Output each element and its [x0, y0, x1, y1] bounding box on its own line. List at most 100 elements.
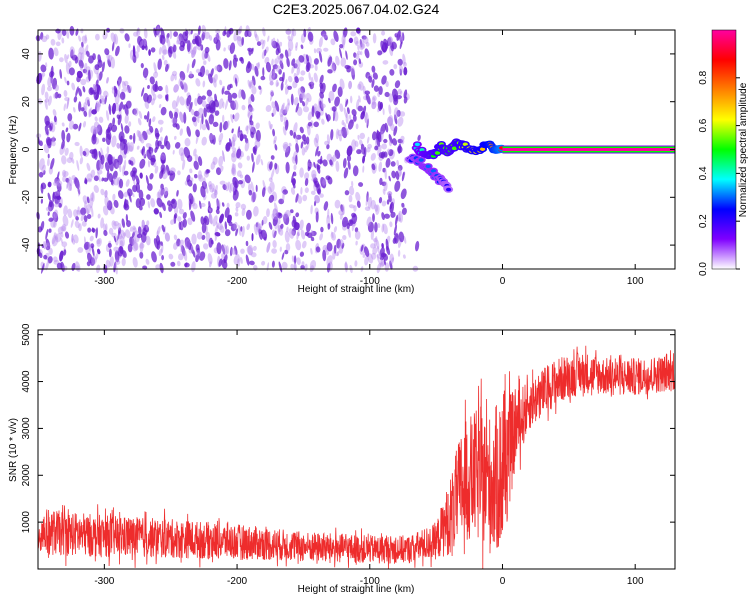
noise-speck [307, 111, 313, 121]
noise-speck [214, 65, 220, 71]
noise-speck [230, 248, 237, 255]
noise-speck [119, 91, 126, 100]
noise-speck [171, 100, 177, 110]
noise-speck [90, 205, 94, 218]
noise-speck [156, 226, 161, 236]
noise-speck [190, 108, 195, 116]
noise-speck [41, 83, 46, 96]
noise-speck [214, 235, 218, 241]
noise-speck [251, 63, 255, 71]
noise-speck [381, 223, 385, 233]
noise-speck [331, 106, 337, 112]
noise-speck [317, 188, 322, 195]
noise-speck [244, 29, 250, 38]
noise-speck [299, 219, 304, 231]
noise-speck [158, 46, 162, 55]
noise-speck [197, 156, 203, 167]
noise-speck [128, 43, 131, 48]
noise-speck [221, 253, 226, 260]
noise-speck [340, 57, 347, 67]
colorbar-tick-label: 0.0 [698, 262, 709, 276]
noise-speck [278, 227, 282, 232]
noise-speck [381, 42, 388, 53]
noise-speck [366, 136, 370, 144]
noise-speck [285, 102, 290, 114]
noise-speck [378, 197, 383, 204]
noise-speck [160, 144, 165, 150]
snr-y-tick-label: 3000 [21, 417, 32, 440]
noise-speck [279, 108, 284, 118]
noise-speck [285, 161, 290, 174]
noise-speck [313, 137, 319, 148]
noise-speck [136, 27, 140, 34]
noise-speck [209, 261, 212, 268]
noise-speck [43, 254, 48, 260]
noise-speck [132, 241, 138, 252]
noise-speck [45, 228, 49, 240]
noise-speck [178, 147, 185, 156]
noise-speck [266, 262, 270, 271]
noise-speck [57, 93, 62, 99]
noise-speck [45, 238, 51, 250]
noise-speck [397, 116, 404, 127]
noise-speck [84, 62, 88, 70]
noise-speck [301, 147, 306, 156]
spectrogram-x-tick-label: -100 [360, 276, 380, 287]
noise-speck [279, 53, 284, 59]
noise-speck [166, 33, 170, 39]
noise-speck [190, 30, 193, 35]
noise-speck [237, 258, 241, 267]
noise-speck [48, 228, 52, 233]
noise-speck [370, 229, 375, 241]
noise-speck [164, 232, 170, 242]
noise-speck [133, 107, 139, 117]
noise-speck [188, 28, 191, 36]
noise-speck [389, 203, 393, 210]
noise-speck [102, 31, 108, 40]
noise-speck [291, 156, 296, 164]
noise-speck [191, 46, 197, 58]
noise-speck [207, 96, 214, 104]
noise-speck [253, 145, 258, 154]
noise-speck [371, 96, 376, 106]
noise-speck [64, 96, 70, 102]
noise-speck [166, 37, 171, 49]
noise-speck [258, 85, 262, 90]
noise-speck [215, 209, 220, 215]
noise-speck [104, 48, 110, 56]
noise-speck [236, 148, 242, 159]
noise-speck [184, 137, 191, 147]
noise-speck [181, 245, 186, 257]
noise-speck [62, 223, 67, 232]
noise-speck [225, 245, 230, 255]
noise-speck [293, 97, 299, 106]
noise-speck [335, 160, 340, 172]
noise-speck [212, 134, 216, 145]
noise-speck [136, 129, 141, 138]
noise-speck [142, 152, 147, 158]
noise-speck [271, 248, 277, 254]
noise-speck [60, 231, 64, 238]
noise-speck [191, 116, 197, 123]
noise-speck [111, 41, 115, 52]
noise-speck [125, 229, 131, 239]
noise-speck [263, 49, 267, 57]
noise-speck [156, 197, 163, 208]
noise-speck [314, 64, 318, 71]
noise-speck [129, 236, 135, 247]
noise-speck [382, 60, 389, 65]
noise-speck [291, 228, 297, 236]
noise-speck [173, 84, 179, 93]
noise-speck [173, 84, 179, 93]
noise-speck [161, 202, 166, 212]
noise-speck [161, 224, 166, 233]
noise-speck [326, 134, 331, 145]
noise-speck [239, 57, 244, 62]
noise-speck [265, 105, 272, 112]
noise-speck [98, 163, 104, 170]
noise-speck [336, 250, 340, 257]
noise-speck [139, 158, 146, 169]
noise-speck [179, 111, 184, 123]
noise-speck [193, 148, 197, 157]
noise-speck [78, 35, 82, 42]
